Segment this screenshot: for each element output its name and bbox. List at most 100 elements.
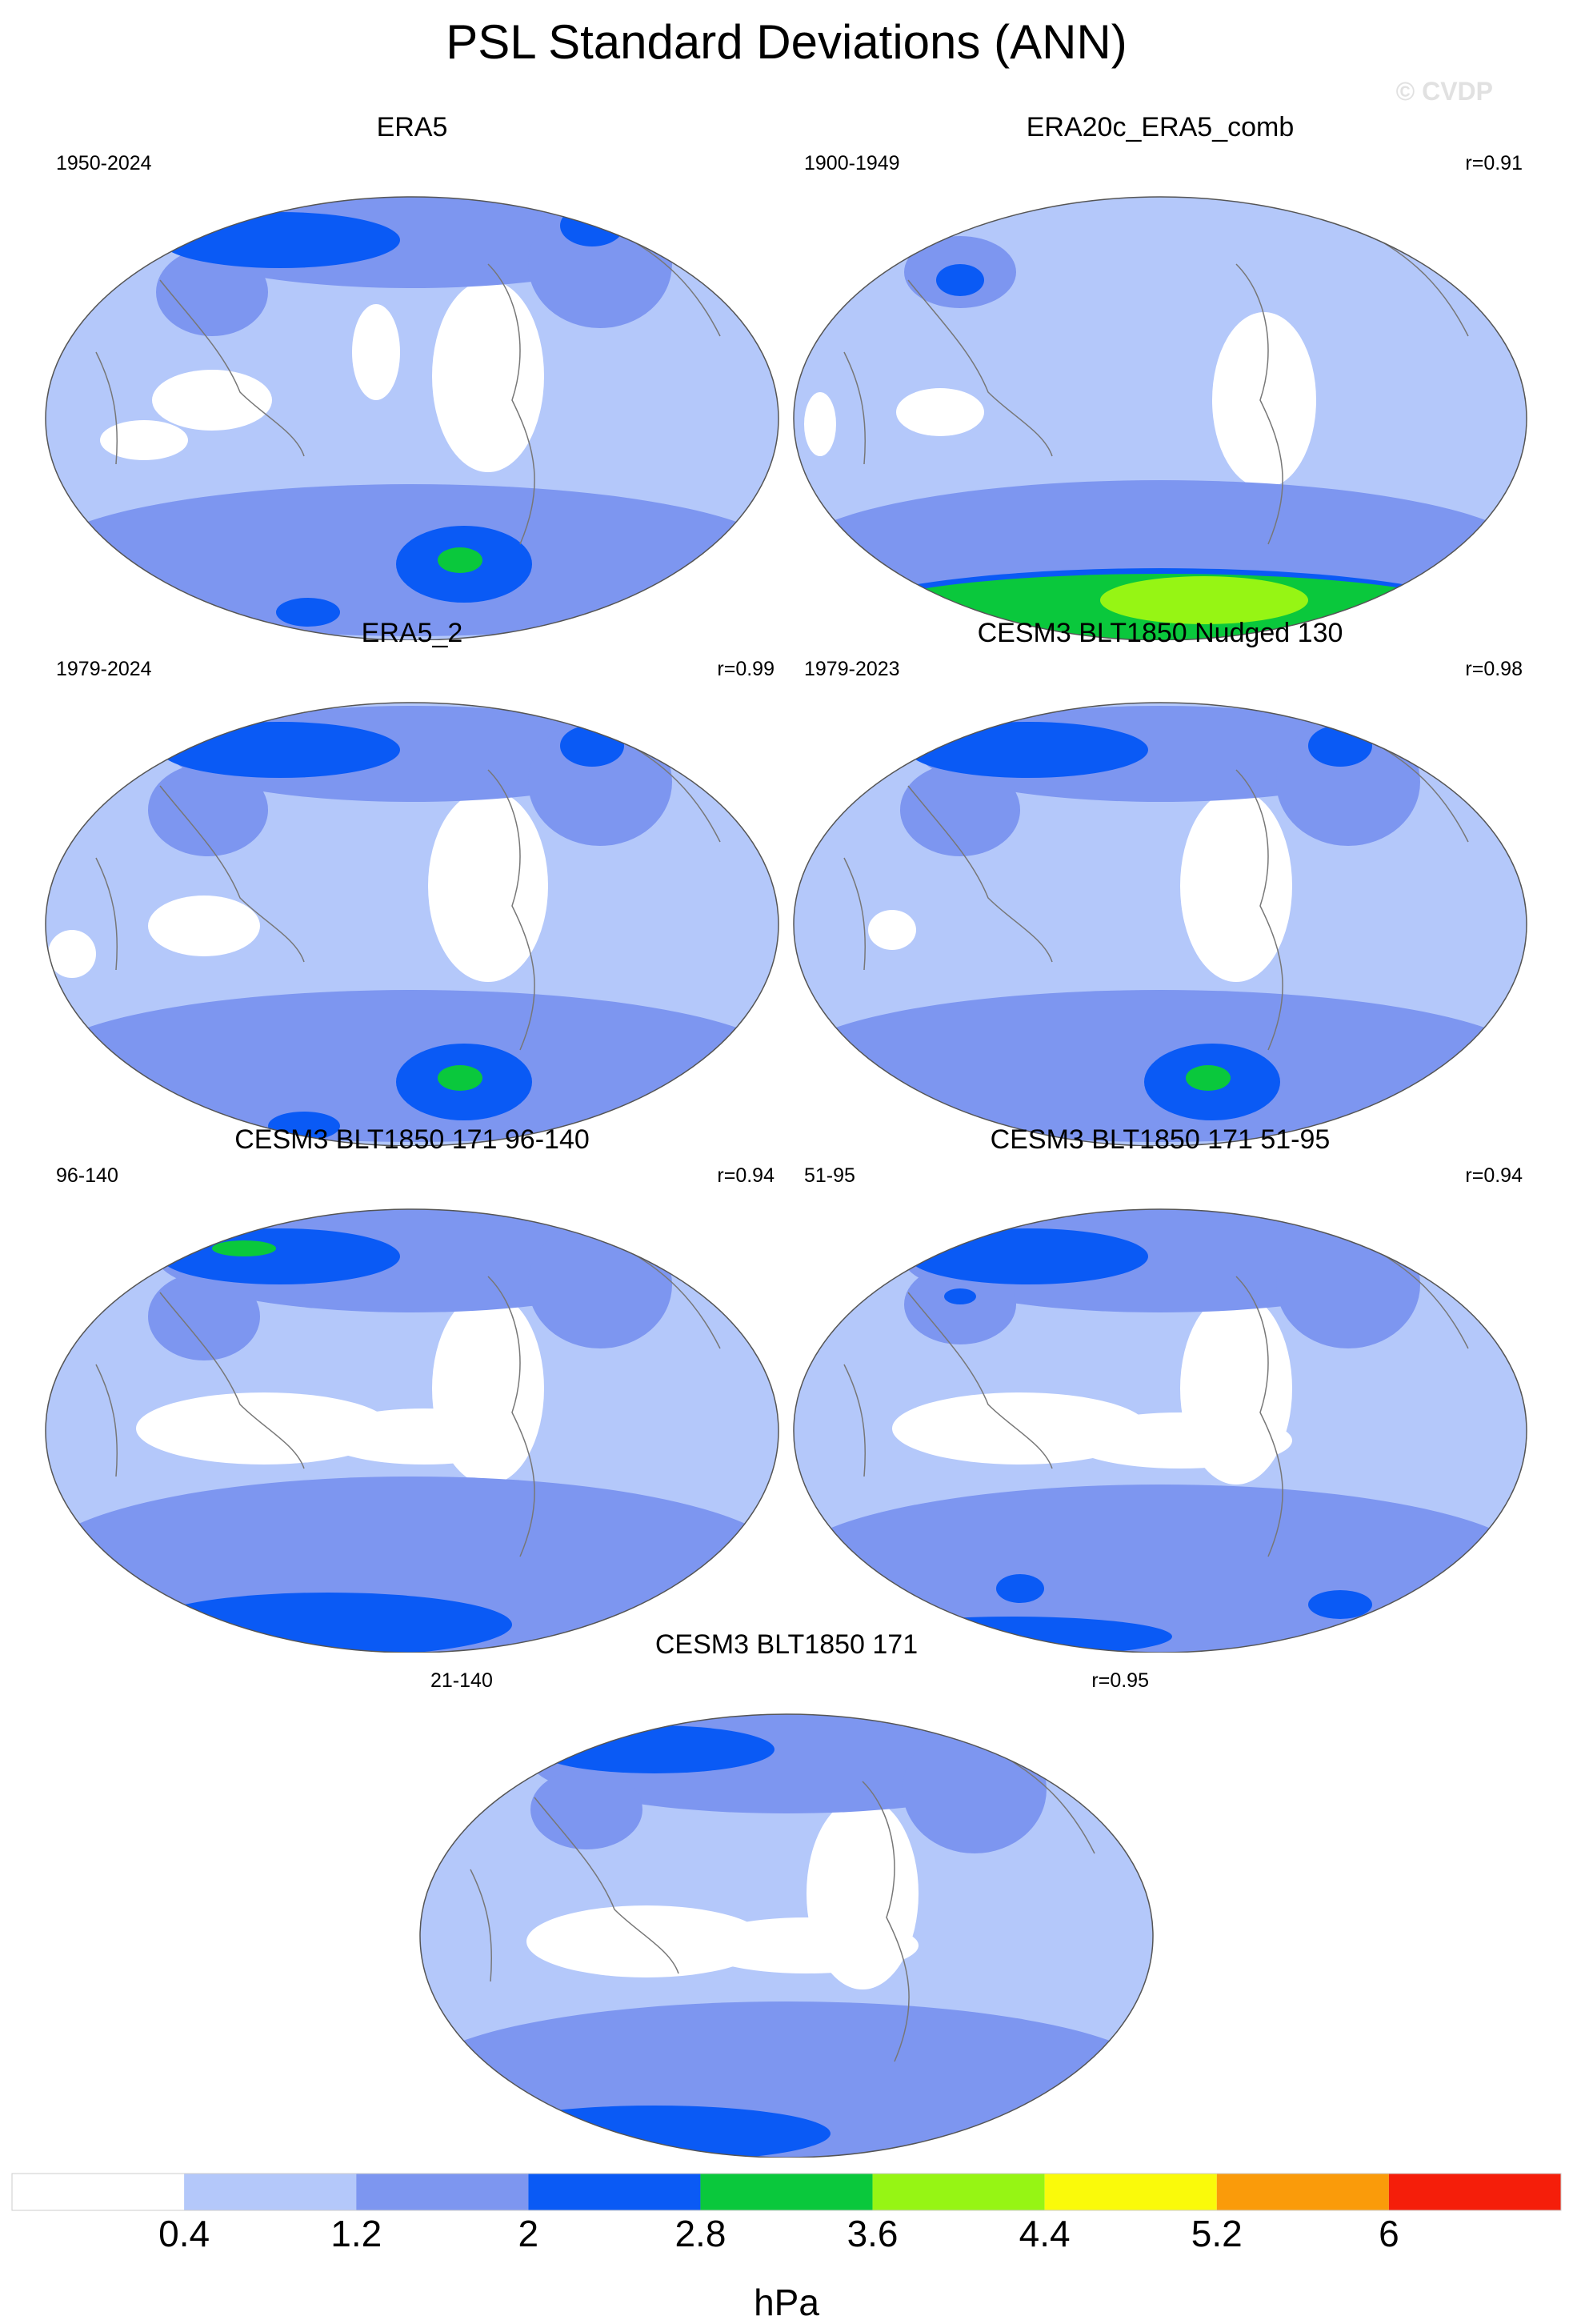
field-contour [996,1574,1044,1603]
field-contour-low [1180,1292,1292,1485]
field-contour-low [868,910,916,950]
field-contour-low [432,1292,544,1485]
map-field [46,703,778,1146]
field-contour-low [428,790,548,982]
field-contour-low [48,930,96,978]
field-contour [530,1769,642,1849]
field-contour [528,1220,672,1348]
map-svg [45,196,779,640]
map-svg [793,196,1527,640]
field-contour-low [1212,312,1316,488]
watermark: © CVDP [1395,77,1493,106]
panel-correlation: r=0.99 [717,658,774,680]
panel-title: ERA5_2 [361,618,463,648]
field-contour [276,598,340,627]
field-contour [1186,1065,1231,1091]
map-panel-era20c: ERA20c_ERA5_comb 1900-1949 r=0.91 [788,112,1532,640]
figure-title: PSL Standard Deviations (ANN) [446,15,1127,69]
panel-title: CESM3 BLT1850 171 [654,1629,919,1660]
map-border [45,702,779,1146]
map-field [794,197,1527,640]
panel-title: CESM3 BLT1850 171 96-140 [234,1124,590,1155]
field-contour [908,1228,1148,1284]
map-border [45,196,779,640]
map-field [794,1209,1527,1653]
map-panel-21-140: CESM3 BLT1850 171 21-140 r=0.95 [414,1629,1159,2158]
field-contour-low [526,1905,766,1977]
field-contour-low [352,304,400,400]
panel-period: 1950-2024 [56,152,152,174]
field-contour-low [1180,790,1292,982]
map-border [793,702,1527,1146]
field-contour-low [804,392,836,456]
map-svg [793,1208,1527,1653]
colorbar-tick-label: 2 [518,2213,539,2254]
field-contour-low [807,1797,919,1989]
field-contour-low [896,388,984,436]
colorbar-tick-label: 4.4 [1019,2213,1071,2254]
panel-period: 96-140 [56,1164,118,1187]
colorbar-segment [1388,2174,1561,2210]
panel-correlation: r=0.98 [1465,658,1523,680]
field-contour [156,248,268,336]
colorbar-tick-label: 0.4 [158,2213,210,2254]
map-border [419,1713,1154,2158]
panel-correlation: r=0.95 [1091,1669,1149,1692]
field-contour [936,264,984,296]
colorbar-tick-label: 2.8 [674,2213,726,2254]
map-field [794,703,1527,1146]
map-svg [419,1713,1154,2158]
map-field [420,1714,1153,2158]
panel-title: CESM3 BLT1850 171 51-95 [990,1124,1331,1155]
colorbar-segment [356,2174,529,2210]
field-contour [438,547,482,573]
field-contour [903,1725,1047,1853]
field-contour-low [432,280,544,472]
map-border [45,1208,779,1653]
colorbar-tick-label: 3.6 [847,2213,899,2254]
coastline [843,737,1469,1051]
map-svg [45,702,779,1146]
panel-period: 1979-2023 [804,658,900,680]
field-contour-low [100,420,188,460]
coastline [843,231,1469,545]
panel-period: 1900-1949 [804,152,900,174]
colorbar-tick-label: 5.2 [1191,2213,1243,2254]
coastline [470,1749,1095,2062]
coastline [95,737,721,1051]
colorbar-tick-label: 1.2 [330,2213,382,2254]
field-contour [148,763,268,856]
field-contour [1100,576,1308,624]
map-field [46,1209,778,1653]
field-contour [944,1288,976,1304]
panel-title: ERA5 [376,112,448,142]
panel-title: ERA20c_ERA5_comb [1026,112,1295,142]
colorbar-segment [12,2174,185,2210]
map-panel-era5: ERA5 1950-2024 [40,112,784,640]
map-border [793,1208,1527,1653]
colorbar-unit: hPa [754,2282,819,2323]
panel-correlation: r=0.91 [1465,152,1523,174]
colorbar-segment [1044,2174,1217,2210]
colorbar-segment [1216,2174,1389,2210]
field-contour [160,722,400,778]
panel-correlation: r=0.94 [1465,1164,1523,1187]
coastline [843,1244,1469,1557]
colorbar-segment [528,2174,701,2210]
field-contour [528,200,672,328]
map-panel-51-95: CESM3 BLT1850 171 51-95 51-95 r=0.94 [788,1124,1532,1653]
field-contour-low [152,370,272,431]
panel-period: 51-95 [804,1164,855,1187]
map-field [46,197,778,640]
field-contour [160,1228,400,1284]
map-panel-era5-2: ERA5_2 1979-2024 r=0.99 [40,618,784,1146]
panel-period: 1979-2024 [56,658,152,680]
panel-title: CESM3 BLT1850 Nudged 130 [977,618,1343,648]
map-panel-nudged: CESM3 BLT1850 Nudged 130 1979-2023 r=0.9… [788,618,1532,1146]
field-contour [212,1240,276,1256]
colorbar-tick-label: 6 [1379,2213,1399,2254]
coastline [95,231,721,545]
colorbar-frame [11,2173,1562,2211]
map-panel-96-140: CESM3 BLT1850 171 96-140 96-140 r=0.94 [40,1124,784,1653]
map-svg [793,702,1527,1146]
